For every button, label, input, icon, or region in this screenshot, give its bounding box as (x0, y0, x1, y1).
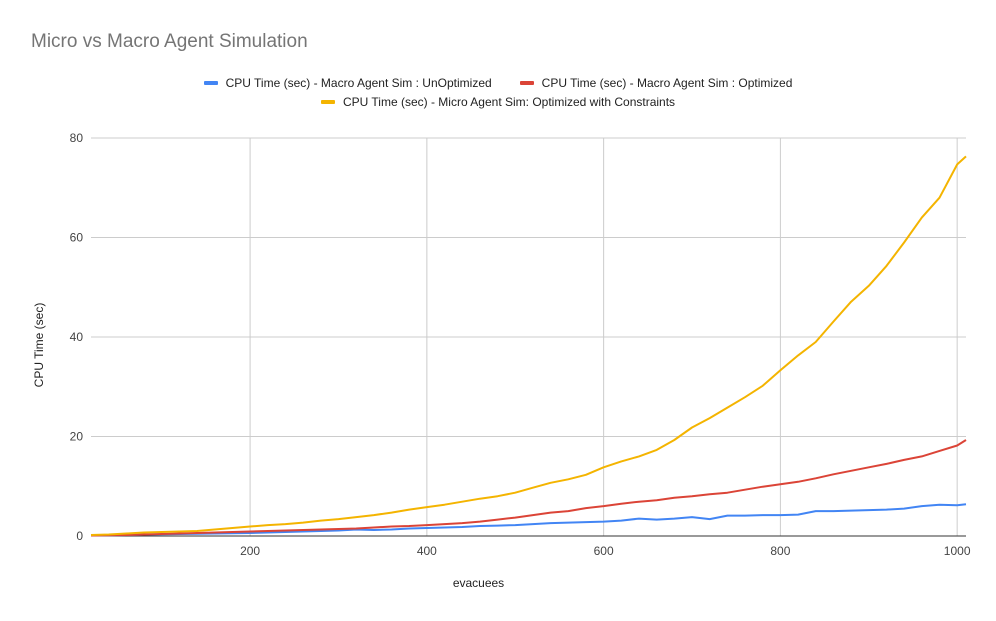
y-tick-label: 0 (76, 529, 83, 543)
series-line-2 (90, 439, 967, 537)
legend-label-optimized: CPU Time (sec) - Macro Agent Sim : Optim… (541, 76, 793, 90)
y-axis-title: CPU Time (sec) (32, 303, 46, 388)
legend-row-2: CPU Time (sec) - Micro Agent Sim: Optimi… (0, 95, 996, 109)
y-tick-label: 40 (70, 330, 84, 344)
legend-row-1: CPU Time (sec) - Macro Agent Sim : UnOpt… (0, 76, 996, 90)
legend-item-micro: CPU Time (sec) - Micro Agent Sim: Optimi… (320, 95, 676, 109)
legend-swatch-unoptimized (203, 81, 218, 85)
x-tick-label: 200 (240, 544, 260, 558)
y-tick-label: 60 (70, 231, 84, 245)
chart-title: Micro vs Macro Agent Simulation (31, 31, 308, 52)
x-tick-label: 1000 (944, 544, 971, 558)
legend-label-micro: CPU Time (sec) - Micro Agent Sim: Optimi… (342, 95, 676, 109)
x-axis-title: evacuees (453, 576, 504, 590)
series-line-3 (90, 155, 967, 536)
legend-item-unoptimized: CPU Time (sec) - Macro Agent Sim : UnOpt… (203, 76, 492, 90)
legend-swatch-micro (320, 100, 335, 104)
legend-item-optimized: CPU Time (sec) - Macro Agent Sim : Optim… (519, 76, 793, 90)
x-tick-label: 400 (417, 544, 437, 558)
legend-swatch-optimized (519, 81, 534, 85)
x-tick-label: 800 (770, 544, 790, 558)
series-line-1 (90, 503, 967, 537)
y-tick-label: 20 (70, 430, 84, 444)
x-tick-label: 600 (594, 544, 614, 558)
y-tick-label: 80 (70, 131, 84, 145)
legend-label-unoptimized: CPU Time (sec) - Macro Agent Sim : UnOpt… (225, 76, 492, 90)
